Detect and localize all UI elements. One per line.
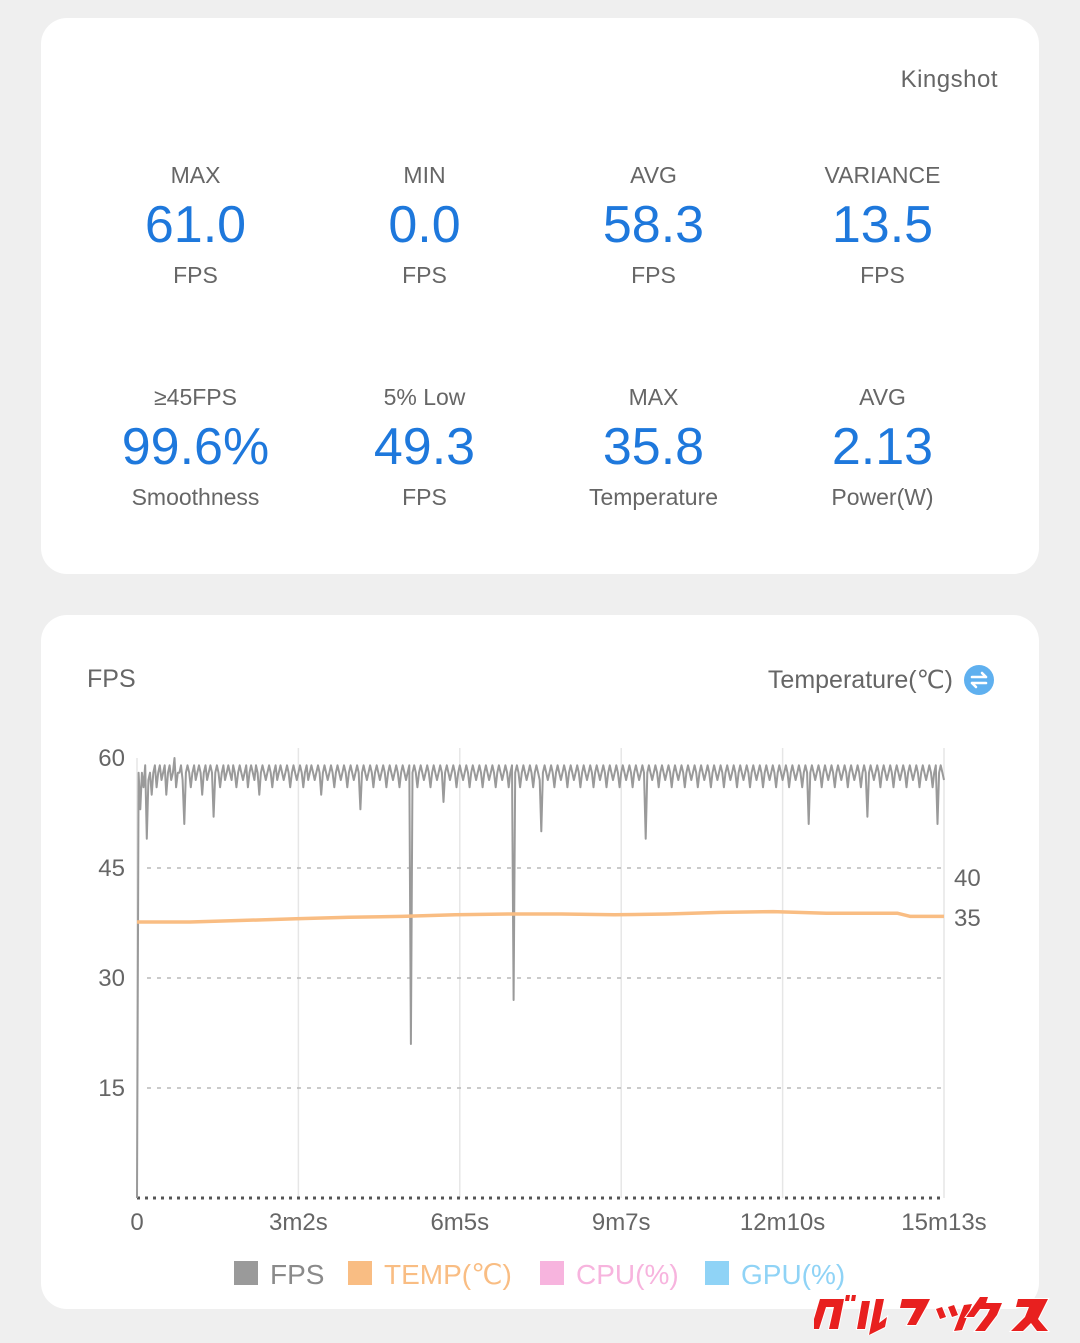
stat-label: AVG bbox=[859, 384, 906, 410]
stat-value: 35.8 bbox=[602, 418, 705, 476]
legend-label: FPS bbox=[270, 1259, 324, 1290]
swap-icon[interactable] bbox=[963, 664, 995, 696]
stat-value: 99.6% bbox=[121, 418, 270, 476]
stat-avg-power: AVG 2.13 Power(W) bbox=[768, 382, 997, 512]
stat-label: MAX bbox=[628, 384, 679, 410]
x-tick-label: 15m13s bbox=[901, 1209, 986, 1236]
x-tick-label: 9m7s bbox=[592, 1209, 651, 1236]
stat-value: 58.3 bbox=[602, 196, 705, 254]
stat-unit: FPS bbox=[631, 262, 676, 288]
temperature-axis-title: Temperature(℃) bbox=[767, 666, 953, 694]
y-right-tick-label: 40 bbox=[954, 865, 981, 892]
chart-card: FPS Temperature(℃) 0 3m2s 6m5s 9m7s 12m10s 15… bbox=[41, 615, 1039, 1309]
stat-min-fps: MIN 0.0 FPS bbox=[310, 160, 539, 290]
y-left-tick-label: 30 bbox=[98, 965, 125, 992]
fps-axis-title: FPS bbox=[87, 665, 136, 693]
stats-card: Kingshot MAX 61.0 FPS MIN 0.0 FPS AVG 58… bbox=[41, 18, 1039, 574]
stat-label: 5% Low bbox=[383, 384, 466, 410]
stat-value: 49.3 bbox=[373, 418, 476, 476]
legend-swatch bbox=[705, 1261, 729, 1285]
stat-label: MAX bbox=[170, 162, 221, 188]
stat-value: 0.0 bbox=[388, 196, 461, 254]
temperature-series-line bbox=[137, 909, 944, 924]
stat-unit: FPS bbox=[402, 262, 447, 288]
fps-temperature-chart: 0 3m2s 6m5s 9m7s 12m10s 15m13s 15 30 45 60 35 40 FPS… bbox=[98, 745, 986, 1290]
legend-label: CPU(%) bbox=[576, 1259, 679, 1290]
stat-label: VARIANCE bbox=[824, 162, 941, 188]
stat-max-temperature: MAX 35.8 Temperature bbox=[539, 382, 768, 512]
legend-swatch bbox=[540, 1261, 564, 1285]
y-left-tick-label: 60 bbox=[98, 745, 125, 772]
fps-series-line bbox=[136, 757, 945, 1199]
stat-value: 61.0 bbox=[144, 196, 247, 254]
legend-label: GPU(%) bbox=[741, 1259, 845, 1290]
stat-label: AVG bbox=[630, 162, 677, 188]
legend-label: TEMP(℃) bbox=[384, 1259, 512, 1290]
stat-unit: FPS bbox=[860, 262, 905, 288]
y-left-tick-label: 15 bbox=[98, 1075, 125, 1102]
stat-variance-fps: VARIANCE 13.5 FPS bbox=[768, 160, 997, 290]
stat-smoothness: ≥45FPS 99.6% Smoothness bbox=[81, 382, 310, 512]
x-tick-label: 12m10s bbox=[740, 1209, 825, 1236]
stat-label: MIN bbox=[403, 162, 446, 188]
stat-unit: Temperature bbox=[588, 484, 719, 510]
stat-unit: FPS bbox=[173, 262, 218, 288]
x-tick-label: 3m2s bbox=[269, 1209, 328, 1236]
game-title: Kingshot bbox=[900, 66, 998, 93]
stat-value: 2.13 bbox=[831, 418, 934, 476]
legend-swatch bbox=[348, 1261, 372, 1285]
y-right-tick-label: 35 bbox=[954, 905, 981, 932]
watermark-logo bbox=[814, 1294, 1051, 1335]
x-tick-label: 0 bbox=[130, 1209, 143, 1236]
stat-unit: Power(W) bbox=[831, 484, 934, 510]
x-tick-label: 6m5s bbox=[430, 1209, 489, 1236]
stat-max-fps: MAX 61.0 FPS bbox=[81, 160, 310, 290]
stat-unit: Smoothness bbox=[131, 484, 260, 510]
y-left-tick-label: 45 bbox=[98, 855, 125, 882]
stat-unit: FPS bbox=[402, 484, 447, 510]
stat-avg-fps: AVG 58.3 FPS bbox=[539, 160, 768, 290]
legend-swatch bbox=[234, 1261, 258, 1285]
stat-5pct-low: 5% Low 49.3 FPS bbox=[310, 382, 539, 512]
stat-value: 13.5 bbox=[831, 196, 934, 254]
stat-label: ≥45FPS bbox=[154, 384, 237, 410]
